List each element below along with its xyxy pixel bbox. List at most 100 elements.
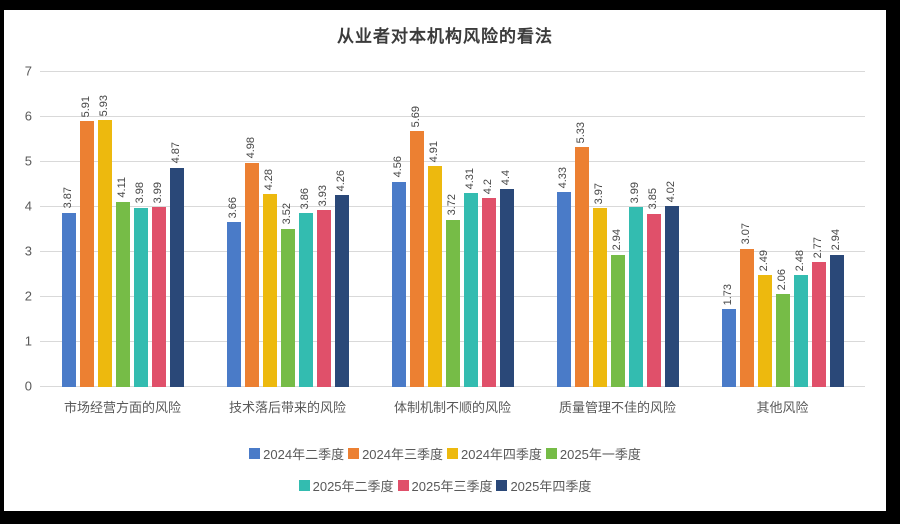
y-axis-tick-label: 5 bbox=[24, 153, 32, 169]
bar-column: 4.91 bbox=[427, 72, 442, 387]
legend-item: 2025年四季度 bbox=[496, 476, 591, 495]
bar-column: 4.33 bbox=[556, 72, 571, 387]
legend-marker-icon bbox=[496, 480, 508, 491]
bar-value-label: 2.49 bbox=[758, 249, 770, 271]
gridline-y-6: 6 bbox=[25, 109, 865, 124]
legend-label: 2025年三季度 bbox=[411, 479, 493, 494]
y-axis-tick-label: 7 bbox=[24, 63, 32, 79]
legend-label: 2025年二季度 bbox=[312, 479, 394, 494]
bar-value-label: 4.2 bbox=[482, 178, 494, 194]
bar bbox=[739, 248, 754, 387]
bar-value-label: 3.85 bbox=[647, 188, 659, 210]
bar bbox=[499, 189, 514, 387]
legend-label: 2025年一季度 bbox=[559, 447, 641, 462]
bar-value-label: 4.26 bbox=[335, 169, 347, 192]
legend-marker-icon bbox=[447, 448, 458, 459]
bar-column: 3.97 bbox=[592, 72, 607, 387]
bar-value-label: 3.98 bbox=[134, 182, 146, 204]
bar-column: 4.31 bbox=[463, 72, 478, 387]
bar bbox=[115, 202, 130, 387]
legend-row: 2025年二季度 2025年三季度 2025年四季度 bbox=[297, 476, 594, 495]
bar bbox=[757, 274, 772, 387]
legend-item: 2025年一季度 bbox=[545, 444, 641, 463]
bar bbox=[97, 120, 112, 387]
y-axis-tick-label: 2 bbox=[24, 288, 32, 304]
bar-group: 3.66 4.98 4.28 3.52 3.86 3.93 4.26 bbox=[226, 72, 349, 387]
bar-column: 3.98 bbox=[133, 72, 148, 387]
bar-column: 5.91 bbox=[79, 72, 94, 387]
bar-value-label: 4.56 bbox=[392, 156, 404, 178]
bar bbox=[793, 275, 808, 387]
bar bbox=[316, 210, 331, 387]
bar-column: 2.77 bbox=[811, 72, 826, 387]
bar-value-label: 3.07 bbox=[740, 223, 752, 245]
y-axis-tick-label: 3 bbox=[24, 243, 32, 259]
bar-value-label: 4.91 bbox=[428, 140, 440, 163]
bar-value-label: 3.99 bbox=[629, 182, 641, 204]
bar-column: 3.86 bbox=[298, 72, 313, 387]
bar-column: 4.28 bbox=[262, 72, 277, 387]
legend-item: 2024年二季度 bbox=[249, 444, 344, 463]
bar bbox=[556, 192, 571, 387]
bar bbox=[829, 254, 844, 387]
bar-value-label: 3.93 bbox=[317, 184, 329, 207]
bar-value-label: 4.31 bbox=[464, 167, 476, 190]
bar-column: 5.69 bbox=[409, 72, 424, 387]
legend-marker-icon bbox=[249, 448, 261, 459]
bar bbox=[280, 228, 295, 387]
bar-value-label: 3.52 bbox=[281, 203, 293, 225]
bar-value-label: 4.4 bbox=[500, 169, 512, 185]
legend-label: 2024年三季度 bbox=[362, 447, 443, 462]
legend-item: 2024年四季度 bbox=[447, 444, 542, 463]
bar-column: 2.94 bbox=[829, 72, 844, 387]
bar-value-label: 2.48 bbox=[794, 249, 806, 272]
bar bbox=[79, 121, 94, 387]
bar bbox=[226, 222, 241, 387]
gridline-y-5: 5 bbox=[25, 154, 865, 169]
legend-label: 2024年二季度 bbox=[263, 447, 345, 462]
bar-column: 3.66 bbox=[226, 72, 241, 387]
bar bbox=[61, 212, 76, 387]
legend-label: 2025年四季度 bbox=[510, 479, 592, 494]
y-axis-tick-label: 0 bbox=[24, 378, 32, 394]
bar-column: 4.26 bbox=[334, 72, 349, 387]
bar bbox=[628, 207, 643, 387]
bar-column: 3.99 bbox=[151, 72, 166, 387]
bar-value-label: 2.94 bbox=[830, 229, 842, 251]
bar bbox=[646, 213, 661, 387]
category-label: 其他风险 bbox=[756, 400, 809, 415]
bar-value-label: 3.87 bbox=[62, 187, 74, 209]
bar bbox=[481, 198, 496, 387]
bar bbox=[721, 309, 736, 387]
bar-value-label: 3.97 bbox=[593, 182, 605, 205]
bar bbox=[592, 208, 607, 387]
bar-column: 1.73 bbox=[721, 72, 736, 387]
bar-column: 5.33 bbox=[574, 72, 589, 387]
bar bbox=[664, 206, 679, 387]
bar bbox=[610, 254, 625, 387]
bar-value-label: 5.91 bbox=[80, 95, 92, 118]
bar-column: 4.2 bbox=[481, 72, 496, 387]
gridline-y-4: 4 bbox=[25, 199, 865, 214]
legend: 2024年二季度 2024年三季度 2024年四季度 2025年一季度 2025年二季度… bbox=[4, 444, 886, 495]
bar-column: 3.85 bbox=[646, 72, 661, 387]
bar bbox=[775, 294, 790, 387]
bar bbox=[334, 195, 349, 387]
category-label: 技术落后带来的风险 bbox=[228, 400, 346, 415]
bar-value-label: 4.87 bbox=[170, 142, 182, 164]
bar-column: 4.11 bbox=[115, 72, 130, 387]
legend-label: 2024年四季度 bbox=[461, 447, 542, 462]
gridline-y-7: 7 bbox=[25, 64, 865, 79]
chart-title: 从业者对本机构风险的看法 bbox=[337, 27, 553, 46]
bar-column: 3.07 bbox=[739, 72, 754, 387]
bar-column: 3.93 bbox=[316, 72, 331, 387]
bar-value-label: 2.77 bbox=[812, 236, 824, 259]
bar bbox=[811, 262, 826, 387]
legend-marker-icon bbox=[397, 480, 409, 491]
bar bbox=[244, 162, 259, 387]
y-axis-tick-label: 1 bbox=[24, 333, 32, 349]
bar bbox=[409, 130, 424, 387]
bar-value-label: 4.11 bbox=[116, 177, 128, 199]
bar-column: 4.4 bbox=[499, 72, 514, 387]
